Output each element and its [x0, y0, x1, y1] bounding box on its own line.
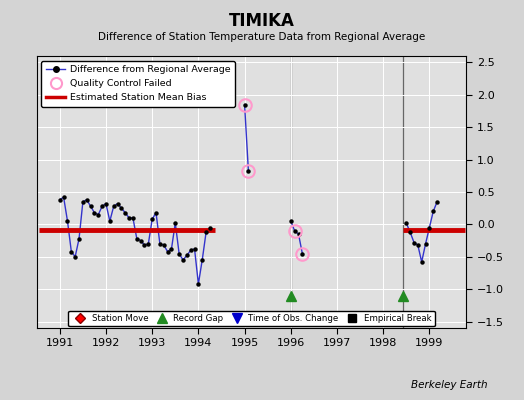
Text: TIMIKA: TIMIKA	[229, 12, 295, 30]
Legend: Station Move, Record Gap, Time of Obs. Change, Empirical Break: Station Move, Record Gap, Time of Obs. C…	[69, 310, 434, 326]
Text: Berkeley Earth: Berkeley Earth	[411, 380, 487, 390]
Y-axis label: Monthly Temperature Anomaly Difference (°C): Monthly Temperature Anomaly Difference (…	[523, 79, 524, 305]
Text: Difference of Station Temperature Data from Regional Average: Difference of Station Temperature Data f…	[99, 32, 425, 42]
